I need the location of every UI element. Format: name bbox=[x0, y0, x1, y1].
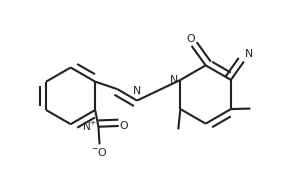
Text: N: N bbox=[245, 49, 253, 59]
Text: $^{-}$O: $^{-}$O bbox=[91, 146, 108, 158]
Text: N: N bbox=[133, 86, 141, 96]
Text: N$^{+}$: N$^{+}$ bbox=[82, 120, 97, 133]
Text: O: O bbox=[120, 121, 129, 131]
Text: O: O bbox=[186, 34, 195, 44]
Text: N: N bbox=[170, 75, 178, 85]
